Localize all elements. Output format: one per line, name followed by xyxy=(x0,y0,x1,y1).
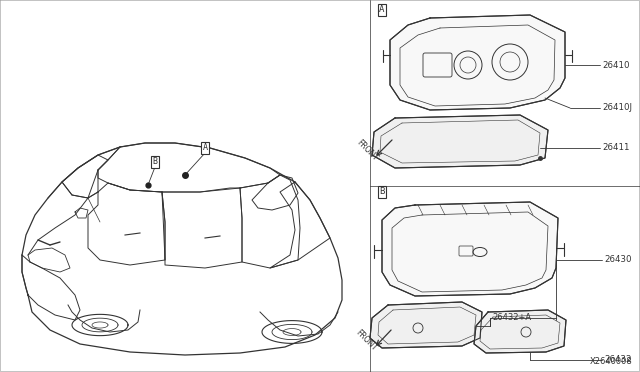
Polygon shape xyxy=(370,302,482,348)
Text: A: A xyxy=(202,144,207,153)
Text: B: B xyxy=(152,157,157,167)
Polygon shape xyxy=(474,310,566,353)
Text: 26432: 26432 xyxy=(604,356,632,365)
Text: 26411: 26411 xyxy=(602,144,630,153)
Text: FRONT: FRONT xyxy=(355,138,380,162)
Text: 26410: 26410 xyxy=(602,61,630,70)
Text: X2640008: X2640008 xyxy=(589,357,632,366)
Text: 26430: 26430 xyxy=(604,256,632,264)
Text: 26410J: 26410J xyxy=(602,103,632,112)
Polygon shape xyxy=(390,15,565,110)
Text: FRONT: FRONT xyxy=(354,328,378,352)
Text: A: A xyxy=(380,6,385,15)
Text: B: B xyxy=(380,187,385,196)
Polygon shape xyxy=(382,202,558,296)
Text: 26432+A: 26432+A xyxy=(492,314,531,323)
Polygon shape xyxy=(372,115,548,168)
